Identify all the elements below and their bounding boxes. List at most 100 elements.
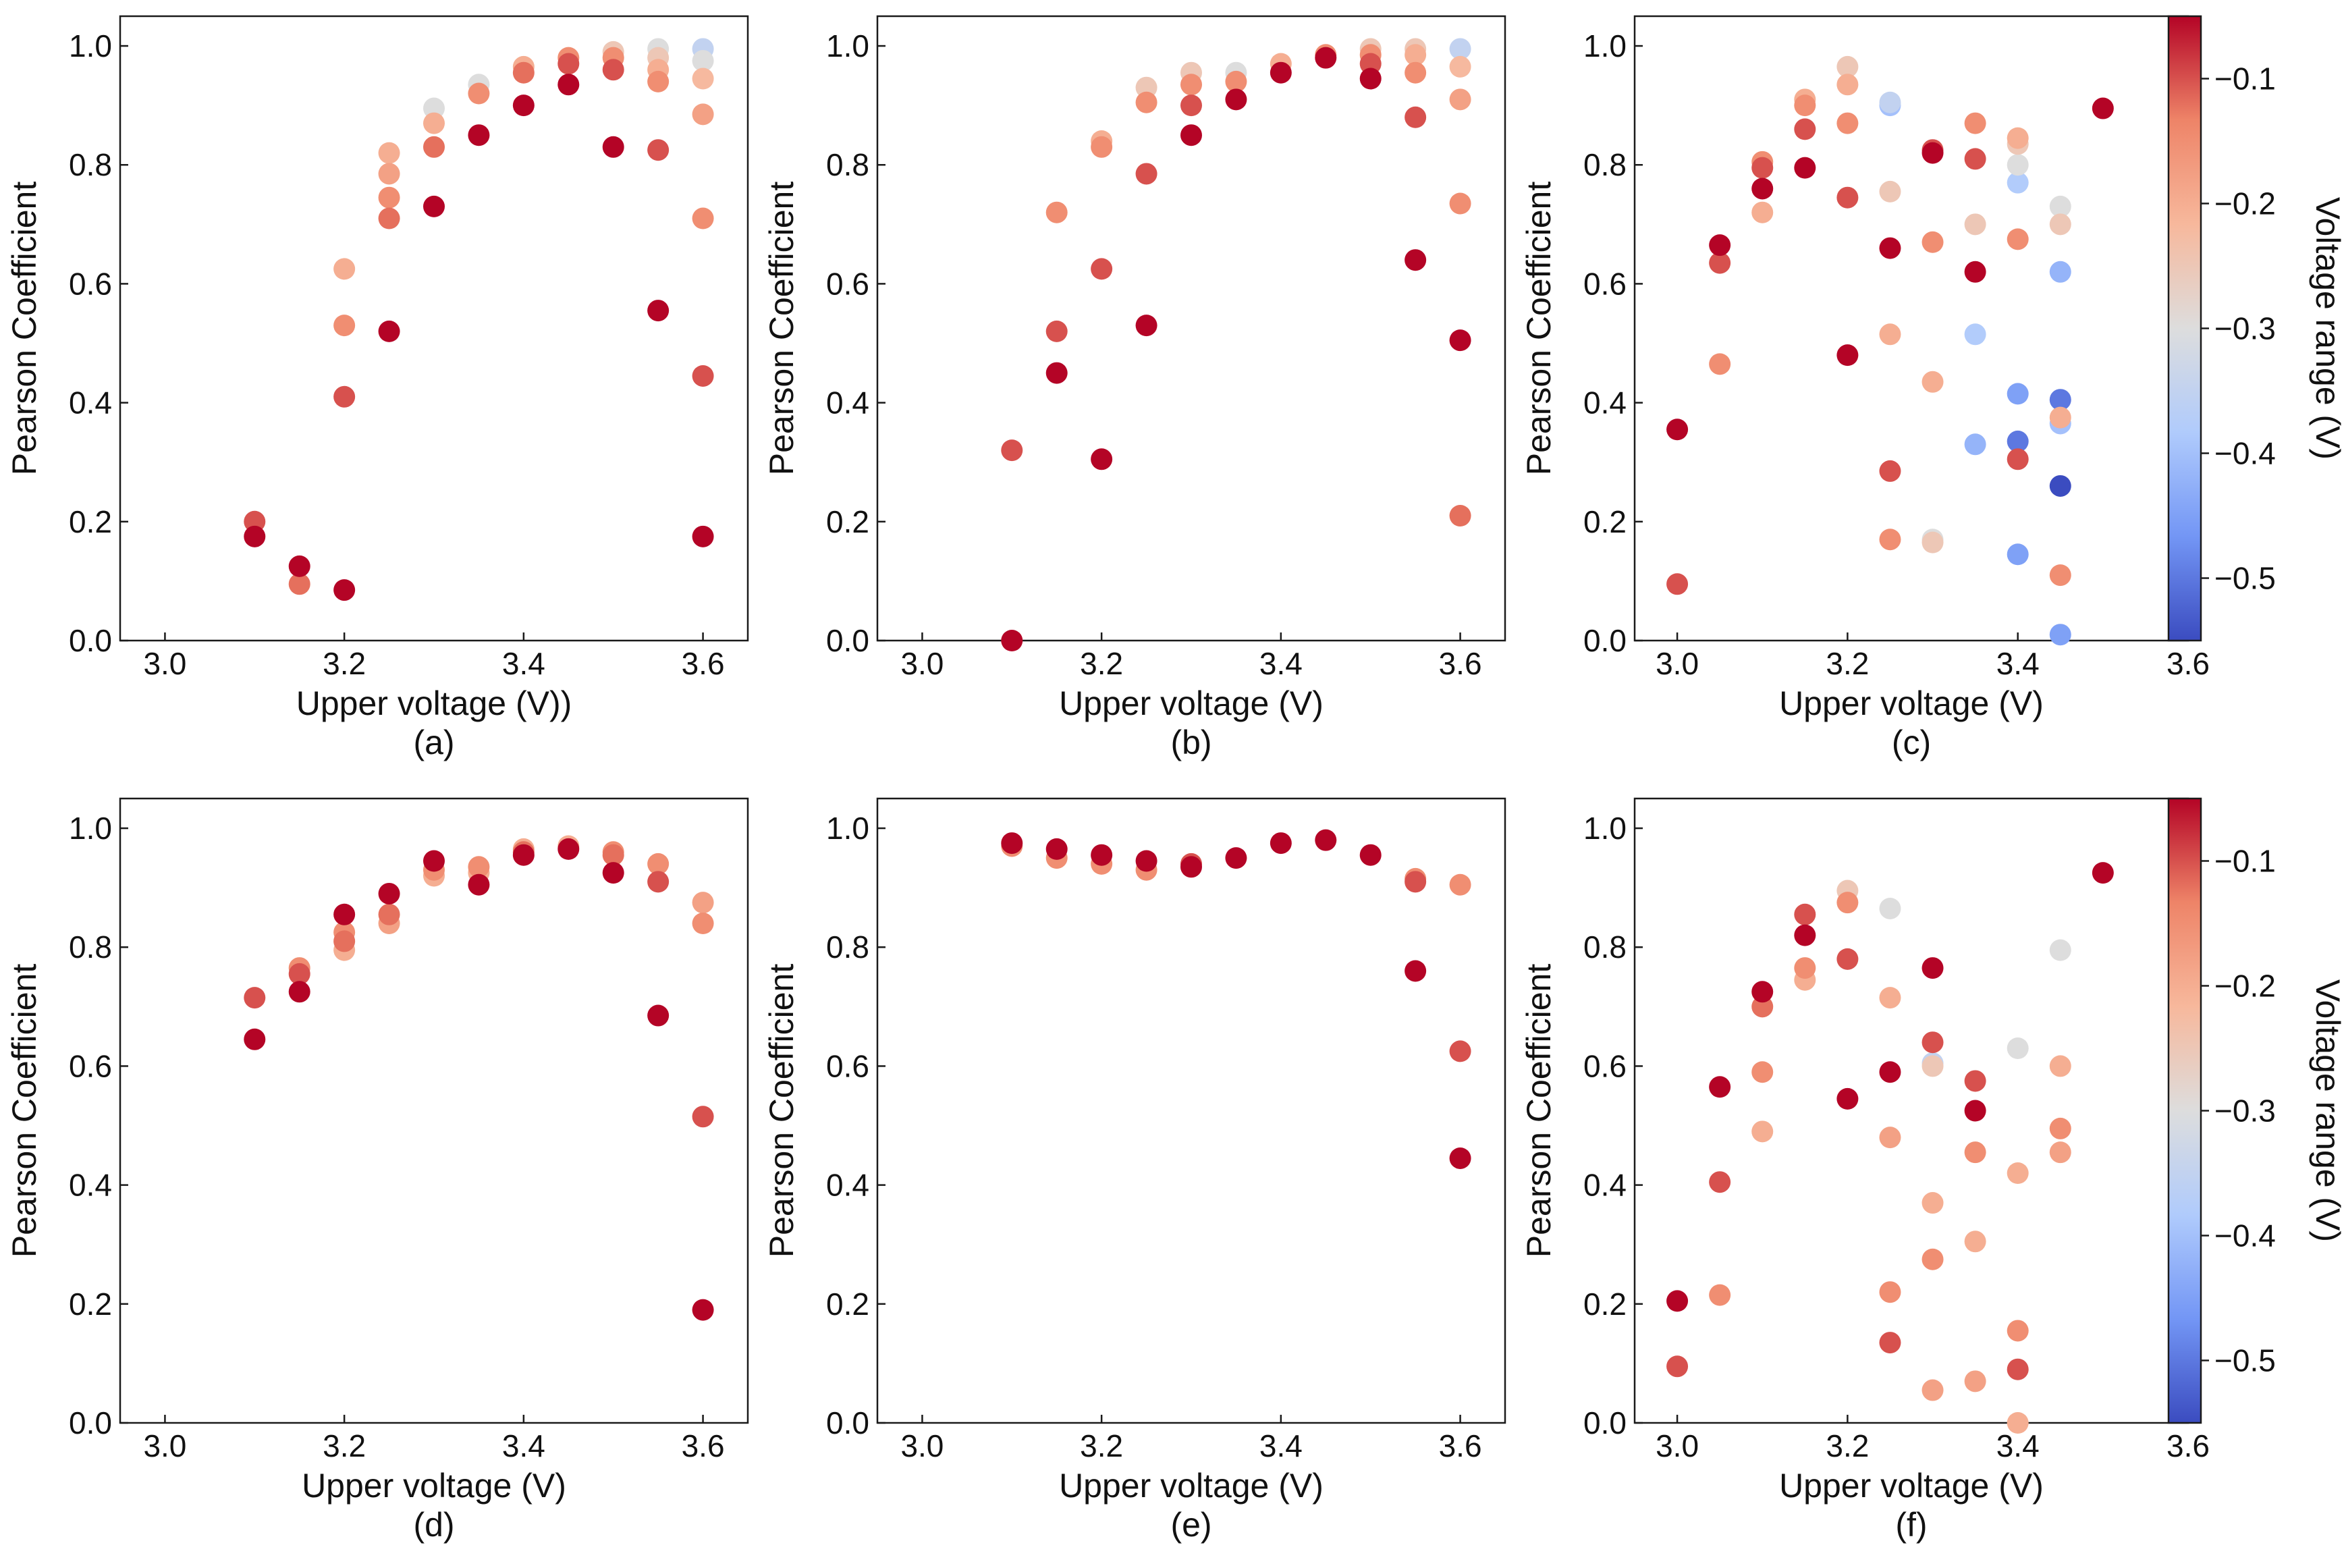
colorbar-tick-label: −0.3 (2214, 311, 2276, 346)
y-tick-label: 0.0 (1583, 1405, 1627, 1440)
data-point (647, 139, 670, 161)
y-tick-label: 1.0 (826, 811, 869, 846)
data-point (1449, 1040, 1471, 1062)
data-point (1666, 573, 1689, 595)
data-point (2049, 1117, 2071, 1139)
data-point (1964, 213, 1986, 236)
x-axis-label: Upper voltage (V) (1779, 1467, 2044, 1505)
x-tick-label: 3.2 (323, 646, 366, 681)
data-point (1091, 258, 1113, 280)
data-point (692, 1299, 714, 1321)
data-point (2092, 97, 2114, 119)
data-point (647, 871, 670, 893)
y-tick-label: 0.8 (1583, 147, 1627, 182)
data-point (512, 94, 535, 117)
data-point (1879, 460, 1901, 482)
y-tick-label: 0.0 (69, 623, 112, 658)
data-point (1921, 1379, 1944, 1401)
data-point (1709, 1171, 1731, 1193)
data-point (1359, 844, 1382, 866)
x-axis-label: Upper voltage (V)) (296, 684, 572, 722)
y-tick-label: 1.0 (826, 28, 869, 63)
data-point (1964, 1231, 1986, 1253)
colorbar-tick-label: −0.5 (2214, 561, 2276, 596)
data-point (2049, 939, 2071, 961)
data-point (1405, 871, 1427, 893)
data-point (378, 320, 400, 342)
colorbar-tick-label: −0.2 (2214, 969, 2276, 1004)
data-point (378, 163, 400, 185)
data-point (557, 838, 580, 860)
x-tick-label: 3.6 (2166, 646, 2210, 681)
data-point (1794, 957, 1816, 979)
data-point (2049, 475, 2071, 497)
data-point (2007, 154, 2029, 176)
data-point (1709, 1076, 1731, 1098)
data-point (1180, 94, 1202, 117)
data-point (244, 1028, 266, 1050)
data-point (1836, 948, 1859, 970)
data-point (1751, 1061, 1774, 1083)
data-point (1964, 1100, 1986, 1122)
data-point (692, 364, 714, 387)
data-point (692, 103, 714, 126)
data-point (692, 913, 714, 934)
data-point (378, 142, 400, 164)
data-point (1836, 74, 1859, 96)
data-point (2007, 1358, 2029, 1380)
y-tick-label: 1.0 (69, 28, 112, 63)
data-point (2007, 1412, 2029, 1434)
y-tick-label: 0.2 (826, 504, 869, 539)
data-point (1879, 1127, 1901, 1149)
data-point (1709, 1284, 1731, 1306)
data-point (1964, 323, 1986, 346)
x-tick-label: 3.6 (682, 646, 725, 681)
data-point (1751, 996, 1774, 1018)
panel-label: (a) (413, 724, 454, 761)
data-point (1315, 829, 1337, 851)
x-axis-label: Upper voltage (V) (302, 1467, 566, 1505)
data-point (333, 315, 356, 337)
data-point (1879, 897, 1901, 919)
data-point (244, 525, 266, 547)
data-point (1964, 261, 1986, 283)
data-point (1709, 252, 1731, 274)
data-point (2007, 127, 2029, 149)
panel-label: (d) (413, 1506, 454, 1544)
data-point (1001, 832, 1023, 855)
data-point (1794, 903, 1816, 925)
data-point (1225, 847, 1247, 869)
colorbar-tick-label: −0.3 (2214, 1093, 2276, 1129)
y-tick-label: 0.6 (826, 1048, 869, 1083)
data-point (1270, 832, 1292, 855)
data-point (602, 136, 624, 158)
panel-label: (c) (1892, 724, 1931, 761)
data-point (1879, 1332, 1901, 1354)
colorbar-c (2167, 15, 2202, 642)
data-point (1751, 201, 1774, 223)
data-point (1964, 433, 1986, 456)
data-point (1836, 344, 1859, 367)
data-point (2007, 171, 2029, 194)
data-point (1964, 1141, 1986, 1164)
data-point (1836, 55, 1859, 78)
data-point (692, 50, 714, 72)
data-point (1449, 329, 1471, 352)
y-tick-label: 0.8 (826, 147, 869, 182)
x-tick-label: 3.6 (682, 1428, 725, 1463)
data-point (1751, 1120, 1774, 1143)
data-point (512, 61, 535, 84)
data-point (1751, 157, 1774, 179)
data-point (1836, 1087, 1859, 1110)
colorbar-tick-label: −0.1 (2214, 61, 2276, 97)
data-point (468, 124, 490, 146)
y-axis-label: Pearson Coefficient (5, 182, 43, 476)
data-point (333, 579, 356, 601)
data-point (2007, 448, 2029, 470)
data-point (692, 207, 714, 229)
y-tick-label: 0.4 (1583, 1168, 1627, 1203)
data-point (557, 53, 580, 75)
data-point (2049, 389, 2071, 411)
plot-frame-e (876, 797, 1506, 1424)
y-tick-label: 0.2 (69, 1287, 112, 1322)
